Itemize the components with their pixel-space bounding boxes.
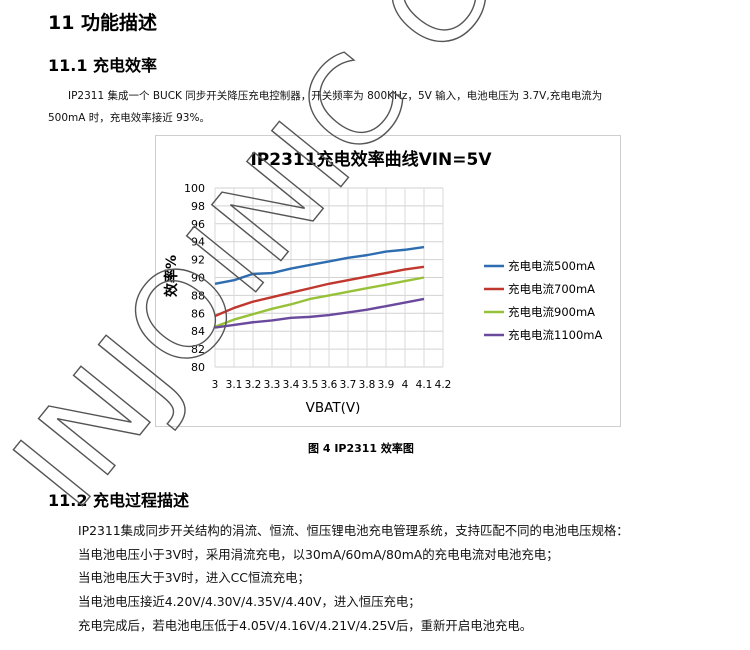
series-line-1	[214, 265, 425, 318]
legend-label: 充电电流900mA	[508, 305, 595, 319]
x-tick-label: 3.2	[245, 379, 262, 391]
subsection-title-charging-efficiency: 11.1 充电效率	[48, 56, 158, 75]
chart-series-lines	[214, 245, 425, 329]
paragraph-line: IP2311集成同步开关结构的涓流、恒流、恒压锂电池充电管理系统，支持匹配不同的…	[78, 523, 629, 538]
x-tick-label: 4.2	[435, 379, 452, 391]
y-tick-label: 88	[191, 289, 205, 302]
figure-caption: 图 4 IP2311 效率图	[308, 442, 414, 455]
x-tick-label: 3.3	[264, 379, 281, 391]
legend-label: 充电电流700mA	[508, 282, 595, 296]
paragraph-line: 充电完成后，若电池电压低于4.05V/4.16V/4.21V/4.25V后，重新…	[78, 618, 533, 633]
x-tick-label: 3.8	[359, 379, 376, 391]
x-tick-label: 3.4	[283, 379, 300, 391]
chart-svg: 80 82 84 86 88 90 92 94 96 98 100 3 3.1 3.2 3.3 3.4 3.5…	[163, 149, 602, 416]
y-tick-label: 96	[191, 218, 205, 231]
x-tick-label: 3.7	[340, 379, 357, 391]
legend-label: 充电电流500mA	[508, 259, 595, 273]
paragraph-line: 当电池电压大于3V时，进入CC恒流充电；	[78, 570, 310, 585]
x-tick-label: 4	[402, 379, 409, 391]
chart-title: IP2311充电效率曲线VIN=5V	[250, 149, 492, 170]
series-line-0	[214, 245, 425, 285]
x-tick-label: 3.1	[226, 379, 243, 391]
paragraph-line: 当电池电压接近4.20V/4.30V/4.35V/4.40V，进入恒压充电；	[78, 594, 421, 609]
y-tick-label: 82	[191, 343, 205, 356]
section-title: 11 功能描述	[48, 12, 158, 34]
y-tick-label: 100	[184, 182, 205, 195]
y-tick-label: 92	[191, 254, 205, 267]
y-tick-label: 86	[191, 307, 205, 320]
y-tick-label: 84	[191, 325, 205, 338]
efficiency-chart: 80 82 84 86 88 90 92 94 96 98 100 3 3.1 3.2 3.3 3.4 3.5…	[155, 135, 621, 427]
paragraph-line: IP2311 集成一个 BUCK 同步开关降压充电控制器，开关频率为 800KH…	[68, 90, 603, 102]
legend-label: 充电电流1100mA	[508, 328, 602, 342]
y-tick-label: 90	[191, 272, 205, 285]
chart-grid	[214, 187, 444, 368]
y-tick-label: 94	[191, 236, 205, 249]
chart-y-axis-label: 效率%	[163, 255, 180, 297]
x-tick-label: 3	[212, 379, 219, 391]
x-axis-ticks: 3 3.1 3.2 3.3 3.4 3.5 3.6 3.7 3.8 3.9 4 4.1 4.2	[212, 379, 452, 391]
y-axis-ticks: 80 82 84 86 88 90 92 94 96 98 100	[184, 182, 205, 374]
series-line-3	[214, 297, 425, 329]
x-tick-label: 3.6	[321, 379, 338, 391]
x-tick-label: 3.5	[302, 379, 319, 391]
y-tick-label: 98	[191, 200, 205, 213]
subsection-title-charging-process: 11.2 充电过程描述	[48, 491, 190, 510]
paragraph-line: 当电池电压小于3V时，采用涓流充电，以30mA/60mA/80mA的充电电流对电…	[78, 547, 559, 562]
y-tick-label: 80	[191, 361, 205, 374]
chart-x-axis-label: VBAT(V)	[306, 400, 361, 416]
paragraph-line: 500mA 时，充电效率接近 93%。	[48, 112, 210, 124]
series-line-2	[214, 276, 425, 328]
chart-legend: 充电电流500mA 充电电流700mA 充电电流900mA 充电电流1100mA	[484, 259, 602, 342]
x-tick-label: 3.9	[378, 379, 395, 391]
x-tick-label: 4.1	[416, 379, 433, 391]
